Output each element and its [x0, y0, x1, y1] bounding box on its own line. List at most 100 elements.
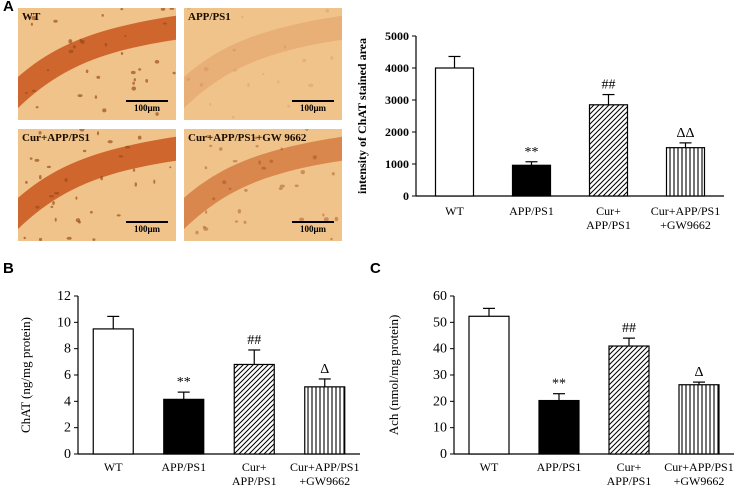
bar [163, 398, 205, 455]
micrograph-grid: WT 100μm APP/PS1 100μm Cur+APP/PS1 100μm… [18, 8, 344, 244]
significance-label: ΔΔ [676, 126, 694, 141]
chart-a-svg: 0 1000 2000 3000 4000 5000 intensity of ChAT s… [355, 29, 724, 232]
stained-cell-band [18, 136, 176, 229]
bar [678, 384, 720, 455]
stained-cell [38, 237, 43, 241]
stained-cell [25, 180, 28, 184]
stained-cell [299, 217, 305, 222]
x-category-label: APP/PS1 [607, 474, 652, 488]
stained-cell [294, 184, 299, 188]
bar [468, 315, 510, 455]
stained-cell [255, 145, 259, 148]
y-tick-label: 2 [64, 421, 71, 436]
stained-cell [29, 157, 33, 160]
bar [92, 328, 134, 455]
scale-label: 100μm [133, 224, 161, 234]
significance-label: ## [622, 321, 636, 336]
micrograph-label: WT [22, 11, 41, 23]
x-category-label: WT [480, 460, 499, 474]
stained-cell [145, 79, 149, 83]
y-tick-label: 10 [433, 421, 447, 436]
stained-cell [101, 14, 104, 17]
stained-cell [120, 8, 124, 11]
panel-label-b: B [3, 260, 14, 277]
stained-cell [100, 176, 103, 181]
stained-cell [258, 160, 261, 165]
x-category-label: APP/PS1 [586, 218, 631, 232]
micrograph-image [18, 8, 176, 116]
scale-line [292, 221, 334, 223]
stained-cell [75, 196, 78, 200]
x-category-label: +GW9662 [674, 474, 725, 488]
stained-cell [287, 104, 290, 108]
stained-cell [96, 75, 101, 79]
x-category-label: WT [445, 204, 464, 218]
stained-cell-band [184, 136, 342, 229]
x-category-label: Cur+ [617, 460, 642, 474]
chart-c-svg: 0 10 20 30 40 50 60 Ach (nmol/mg protein) WT ** AP… [386, 289, 734, 488]
chart-c: 0 10 20 30 40 50 60 Ach (nmol/mg protein) WT ** AP… [380, 284, 736, 494]
y-tick-label: 12 [57, 289, 71, 304]
stained-cell [85, 69, 89, 74]
chart-a: 0 1000 2000 3000 4000 5000 intensity of ChAT s… [352, 22, 732, 250]
stained-cell [232, 48, 236, 52]
stained-cell [228, 187, 232, 190]
y-axis-title: intensity of ChAT stained area [355, 38, 369, 194]
stained-cell [312, 155, 317, 160]
stained-cell [279, 184, 285, 188]
stained-cell [160, 8, 166, 11]
stained-cell [124, 35, 127, 37]
stained-cell [116, 214, 121, 217]
stained-cell [203, 67, 209, 72]
stained-cell-band [18, 15, 176, 108]
y-axis-title: ChAT (ng/mg protein) [18, 317, 33, 433]
bar [304, 386, 346, 455]
y-tick-label: 2000 [385, 125, 409, 139]
stained-cell [120, 52, 124, 55]
stained-cell [134, 182, 137, 187]
y-tick-label: 3000 [385, 93, 409, 107]
x-category-label: APP/PS1 [232, 474, 277, 488]
stained-cell [96, 131, 100, 136]
x-category-label: +GW9662 [299, 474, 350, 488]
micrograph-app-ps1: APP/PS1 100μm [184, 8, 342, 120]
y-tick-label: 1000 [385, 157, 409, 171]
stained-cell [280, 147, 283, 151]
scale-line [126, 221, 168, 223]
stained-cell [331, 172, 335, 176]
x-category-label: WT [104, 460, 123, 474]
stained-cell [172, 71, 176, 75]
micrograph-label: Cur+APP/PS1 [22, 132, 90, 144]
scale-line [292, 100, 334, 102]
stained-cell [94, 95, 98, 99]
significance-label: ** [552, 377, 566, 392]
bar [233, 363, 275, 455]
y-tick-label: 4000 [385, 61, 409, 75]
bar [434, 67, 475, 197]
stained-cell [261, 166, 267, 170]
micrograph-cur-app-ps1-gw9662: Cur+APP/PS1+GW 9662 100μm [184, 129, 342, 241]
stained-cell [31, 15, 37, 21]
stained-cell [90, 210, 93, 214]
micrograph-image [18, 129, 176, 241]
stained-cell [243, 220, 247, 224]
stained-cell [107, 140, 113, 144]
stained-cell [322, 213, 325, 217]
stained-cell [104, 43, 108, 47]
stained-cell [25, 91, 28, 95]
x-category-label: Cur+ [596, 204, 621, 218]
y-tick-label: 20 [433, 394, 447, 409]
micrograph-label: APP/PS1 [188, 11, 231, 23]
stained-cell [330, 237, 333, 241]
micrograph-cur-app-ps1: Cur+APP/PS1 100μm [18, 129, 176, 241]
stained-cell [162, 22, 167, 25]
scale-label: 100μm [299, 103, 327, 113]
scale-bar: 100μm [292, 221, 334, 234]
stained-cell [186, 8, 191, 10]
stained-cell [202, 225, 206, 229]
stained-cell [130, 70, 136, 75]
y-tick-label: 0 [64, 447, 71, 462]
stained-cell [334, 216, 339, 222]
significance-label: ## [247, 333, 261, 348]
stained-cell [66, 236, 72, 240]
